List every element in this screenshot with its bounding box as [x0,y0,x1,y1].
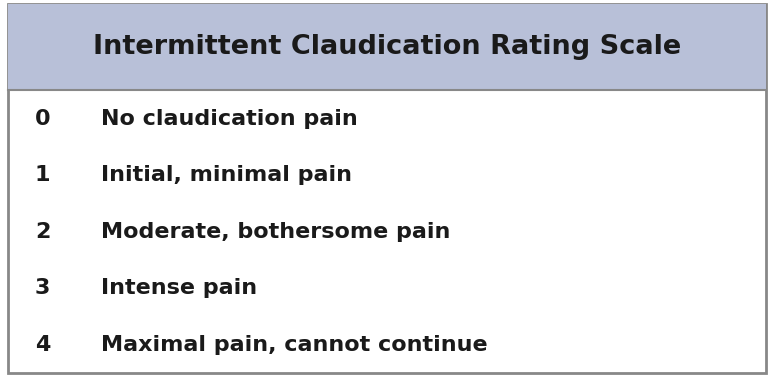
Text: 1: 1 [35,165,50,185]
Text: 0: 0 [35,109,50,129]
Text: 4: 4 [35,335,50,355]
Text: Intense pain: Intense pain [101,278,257,299]
Text: Initial, minimal pain: Initial, minimal pain [101,165,351,185]
Text: Maximal pain, cannot continue: Maximal pain, cannot continue [101,335,488,355]
Text: Moderate, bothersome pain: Moderate, bothersome pain [101,222,450,242]
Bar [8,4,766,90]
Text: 2: 2 [35,222,50,242]
Text: Intermittent Claudication Rating Scale: Intermittent Claudication Rating Scale [93,34,681,60]
Text: No claudication pain: No claudication pain [101,109,358,129]
Text: 3: 3 [35,278,50,299]
